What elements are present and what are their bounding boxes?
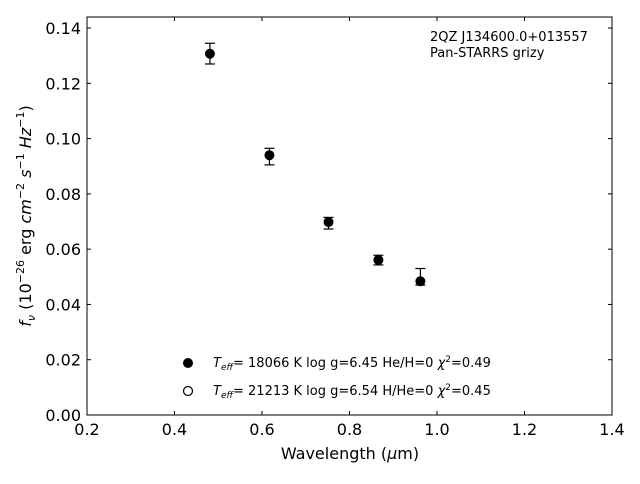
- y-tick-label: 0.02: [45, 351, 81, 370]
- x-tick-label: 0.6: [249, 420, 274, 439]
- y-tick-label: 0.14: [45, 19, 81, 38]
- y-tick-label: 0.08: [45, 185, 81, 204]
- legend-entry-2: Teff= 21213 K log g=6.54 H/He=0 χ2=0.45: [213, 383, 491, 401]
- plot-area: [86, 16, 613, 416]
- x-tick-label: 1.4: [599, 420, 624, 439]
- y-axis-label: fν (10−26 erg cm−2 s−1 Hz−1): [14, 105, 38, 326]
- annotation-survey: Pan-STARRS grizy: [430, 46, 545, 61]
- data-point: [264, 150, 275, 161]
- y-tick-label: 0.12: [45, 74, 81, 93]
- x-tick-label: 0.8: [337, 420, 362, 439]
- x-tick-label: 0.2: [74, 420, 99, 439]
- x-axis: 0.2 0.4 0.6 0.8 1.0 1.2 1.4: [74, 17, 625, 439]
- y-tick-label: 0.06: [45, 240, 81, 259]
- x-tick-label: 1.2: [512, 420, 537, 439]
- data-point: [323, 217, 334, 228]
- y-tick-label: 0.10: [45, 130, 81, 149]
- legend-entry-1: Teff= 18066 K log g=6.45 He/H=0 χ2=0.49: [213, 355, 491, 373]
- x-axis-label: Wavelength (μm): [281, 444, 419, 463]
- y-tick-label: 0.04: [45, 295, 81, 314]
- y-tick-label: 0.00: [45, 406, 81, 425]
- data-point: [204, 48, 215, 59]
- legend-marker-open: [182, 385, 194, 397]
- y-axis: 0.00 0.02 0.04 0.06 0.08 0.10 0.12 0.14: [45, 19, 612, 425]
- data-series: [204, 42, 426, 287]
- data-point: [373, 254, 384, 265]
- data-point: [415, 276, 426, 287]
- legend: Teff= 18066 K log g=6.45 He/H=0 χ2=0.49 …: [182, 355, 491, 401]
- legend-marker-filled: [183, 358, 193, 368]
- annotation-object: 2QZ J134600.0+013557: [430, 30, 588, 45]
- x-tick-label: 1.0: [424, 420, 449, 439]
- x-tick-label: 0.4: [162, 420, 187, 439]
